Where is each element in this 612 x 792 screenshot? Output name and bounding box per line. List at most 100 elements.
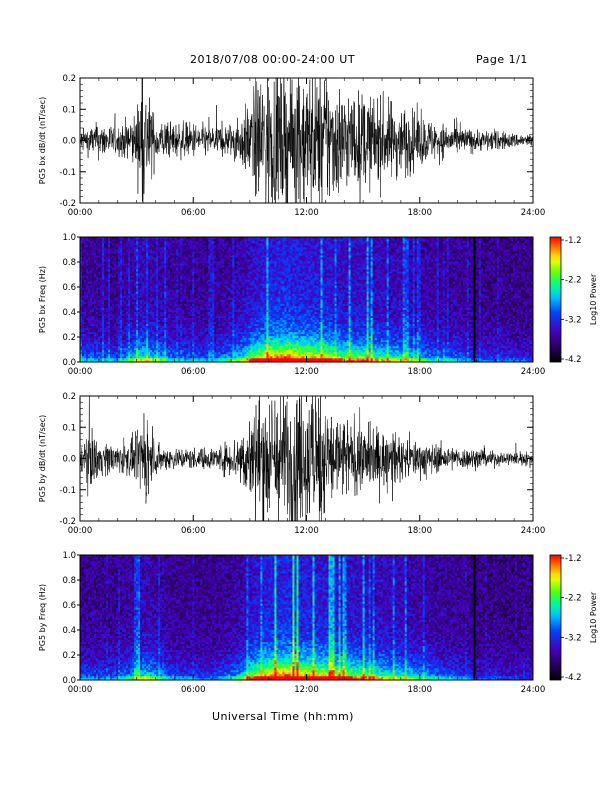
spectrogram-cell [86, 261, 88, 263]
spectrogram-cell [168, 283, 170, 285]
spectrogram-cell [150, 326, 152, 328]
spectrogram-cell [144, 277, 146, 279]
spectrogram-cell [130, 300, 132, 302]
spectrogram-cell [106, 358, 108, 360]
spectrogram-cell [226, 314, 228, 316]
spectrogram-cell [178, 314, 180, 316]
spectrogram-cell [152, 348, 154, 350]
spectrogram-cell [154, 263, 156, 265]
spectrogram-cell [196, 243, 198, 245]
spectrogram-cell [230, 285, 232, 287]
spectrogram-cell [112, 352, 114, 354]
spectrogram-cell [148, 340, 150, 342]
spectrogram-cell [186, 334, 188, 336]
spectrogram-cell [100, 354, 102, 356]
spectrogram-cell [96, 287, 98, 289]
spectrogram-cell [202, 326, 204, 328]
spectrogram-cell [222, 283, 224, 285]
spectrogram-cell [90, 265, 92, 267]
spectrogram-cell [212, 344, 214, 346]
spectrogram-cell [110, 261, 112, 263]
x-tick-label: 24:00 [521, 208, 546, 218]
spectrogram-cell [102, 275, 104, 277]
spectrogram-cell [98, 314, 100, 316]
spectrogram-cell [190, 297, 192, 299]
spectrogram-cell [136, 342, 138, 344]
spectrogram-cell [222, 265, 224, 267]
spectrogram-cell [154, 336, 156, 338]
spectrogram-cell [216, 302, 218, 304]
spectrogram-cell [200, 269, 202, 271]
spectrogram-cell [124, 295, 126, 297]
spectrogram-cell [152, 310, 154, 312]
spectrogram-cell [112, 249, 114, 251]
spectrogram-cell [196, 334, 198, 336]
spectrogram-cell [216, 328, 218, 330]
spectrogram-cell [160, 265, 162, 267]
spectrogram-cell [188, 318, 190, 320]
spectrogram-cell [226, 324, 228, 326]
spectrogram-cell [122, 314, 124, 316]
spectrogram-cell [218, 253, 220, 255]
spectrogram-cell [152, 352, 154, 354]
spectrogram-cell [230, 257, 232, 259]
spectrogram-cell [126, 346, 128, 348]
spectrogram-cell [112, 354, 114, 356]
spectrogram-cell [230, 312, 232, 314]
spectrogram-cell [102, 310, 104, 312]
spectrogram-cell [98, 251, 100, 253]
spectrogram-cell [164, 265, 166, 267]
spectrogram-cell [106, 316, 108, 318]
spectrogram-cell [218, 277, 220, 279]
spectrogram-cell [114, 336, 116, 338]
spectrogram-cell [166, 285, 168, 287]
spectrogram-cell [200, 241, 202, 243]
spectrogram-cell [148, 267, 150, 269]
spectrogram-cell [98, 300, 100, 302]
spectrogram-cell [118, 285, 120, 287]
spectrogram-cell [142, 320, 144, 322]
spectrogram-cell [194, 356, 196, 358]
spectrogram-cell [180, 285, 182, 287]
spectrogram-cell [182, 332, 184, 334]
spectrogram-cell [224, 344, 226, 346]
spectrogram-cell [236, 287, 238, 289]
spectrogram-cell [164, 259, 166, 261]
spectrogram-cell [86, 277, 88, 279]
spectrogram-cell [94, 283, 96, 285]
spectrogram-cell [222, 308, 224, 310]
spectrogram-cell [82, 302, 84, 304]
spectrogram-cell [134, 350, 136, 352]
spectrogram-cell [148, 277, 150, 279]
spectrogram-cell [210, 255, 212, 257]
spectrogram-cell [96, 245, 98, 247]
spectrogram-cell [114, 267, 116, 269]
spectrogram-cell [164, 285, 166, 287]
spectrogram-cell [234, 291, 236, 293]
spectrogram-cell [198, 275, 200, 277]
spectrogram-cell [124, 358, 126, 360]
spectrogram-cell [134, 239, 136, 241]
spectrogram-cell [198, 247, 200, 249]
spectrogram-cell [204, 300, 206, 302]
spectrogram-cell [128, 281, 130, 283]
spectrogram-cell [166, 358, 168, 360]
spectrogram-cell [208, 352, 210, 354]
spectrogram-cell [220, 326, 222, 328]
spectrogram-cell [118, 281, 120, 283]
spectrogram-cell [126, 241, 128, 243]
spectrogram-cell [138, 326, 140, 328]
spectrogram-cell [186, 336, 188, 338]
spectrogram-cell [222, 239, 224, 241]
spectrogram-cell [234, 285, 236, 287]
spectrogram-cell [190, 243, 192, 245]
spectrogram-cell [220, 328, 222, 330]
spectrogram-cell [224, 356, 226, 358]
spectrogram-cell [200, 279, 202, 281]
spectrogram-cell [106, 297, 108, 299]
spectrogram-cell [82, 300, 84, 302]
spectrogram-cell [204, 283, 206, 285]
spectrogram-cell [218, 306, 220, 308]
spectrogram-cell [190, 283, 192, 285]
spectrogram-cell [216, 336, 218, 338]
